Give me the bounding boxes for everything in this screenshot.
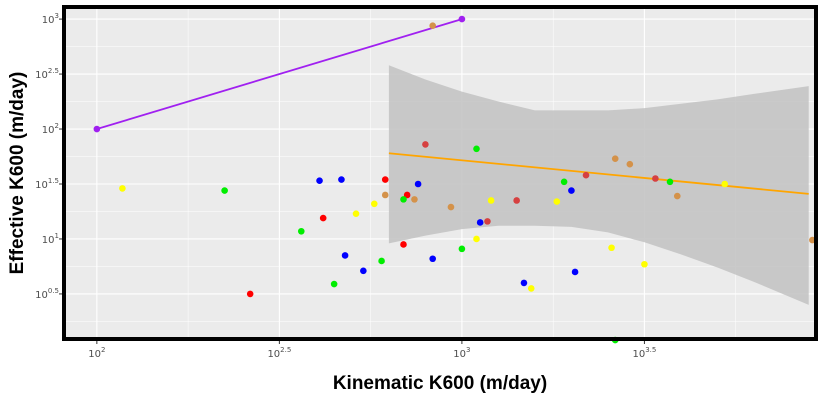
data-point [809, 236, 816, 244]
data-point [411, 196, 418, 203]
x-tick-label-exponent: 2.5 [280, 346, 291, 354]
data-point [422, 141, 429, 148]
y-tick-label-base: 10 [42, 235, 55, 246]
x-tick-label-base: 10 [632, 349, 645, 360]
fit-confidence-ribbon [388, 65, 809, 305]
data-point [429, 255, 436, 263]
confidence-band [388, 65, 809, 305]
data-point [403, 191, 411, 199]
data-point [641, 260, 648, 268]
x-axis-title: Kinematic K600 (m/day) [333, 373, 547, 394]
data-point [473, 145, 480, 153]
x-tick-label: 103 [453, 346, 470, 360]
data-point [458, 245, 466, 253]
y-tick-label-base: 10 [42, 125, 55, 136]
data-point [484, 218, 491, 225]
x-tick-label: 102.5 [267, 346, 291, 360]
data-point [330, 280, 338, 288]
data-point [666, 178, 674, 186]
data-point [352, 210, 360, 217]
y-tick-label-base: 10 [35, 290, 48, 301]
y-tick-label: 102 [42, 122, 59, 136]
data-point [458, 15, 466, 23]
y-tick-label-exponent: 3 [55, 12, 59, 20]
one-to-one-line [96, 18, 463, 130]
y-tick-label-exponent: 2 [55, 122, 59, 130]
y-tick-label: 101.5 [35, 177, 59, 191]
data-point [513, 197, 520, 204]
data-point [560, 178, 568, 186]
data-point [652, 175, 659, 182]
data-point [297, 227, 305, 235]
data-point [381, 191, 389, 199]
x-tick-label-exponent: 3.5 [645, 346, 656, 354]
data-point [316, 177, 323, 184]
y-tick-label-base: 10 [35, 70, 48, 81]
y-tick-label-exponent: 1 [55, 232, 59, 240]
data-point [93, 125, 101, 133]
x-tick-label: 103.5 [632, 346, 656, 360]
data-point [378, 257, 385, 265]
data-point [414, 180, 422, 188]
plot-frame [62, 5, 818, 341]
data-point [381, 176, 389, 183]
y-tick-label: 101 [42, 232, 59, 246]
data-point [476, 219, 484, 226]
y-tick-label-exponent: 2.5 [48, 67, 59, 75]
data-point [447, 203, 455, 211]
data-point [626, 160, 634, 168]
y-tick-label-exponent: 0.5 [48, 287, 59, 295]
data-point [319, 214, 327, 222]
y-tick-label: 100.5 [35, 287, 59, 301]
data-point [360, 267, 367, 275]
data-point [429, 22, 436, 29]
y-axis-title: Effective K600 (m/day) [7, 72, 28, 275]
data-point [571, 268, 579, 276]
data-point [568, 187, 575, 194]
x-tick-label-exponent: 3 [466, 346, 470, 354]
data-point [341, 252, 349, 259]
data-point [400, 241, 407, 248]
y-tick-label-base: 10 [42, 15, 55, 26]
data-point [520, 279, 528, 287]
x-tick-label: 102 [88, 346, 105, 360]
y-tick-label-exponent: 1.5 [48, 177, 59, 185]
data-point [221, 187, 228, 194]
data-point [246, 290, 254, 298]
data-point [487, 197, 495, 204]
fit-line [388, 152, 809, 195]
data-point [400, 196, 407, 203]
data-point [473, 235, 480, 243]
y-tick-label-base: 10 [35, 180, 48, 191]
x-tick-label-base: 10 [453, 349, 466, 360]
data-point [119, 185, 126, 192]
data-point [673, 192, 681, 200]
data-point [553, 198, 561, 205]
data-point [582, 171, 590, 179]
x-tick-label-base: 10 [267, 349, 280, 360]
data-point [338, 176, 345, 183]
y-tick-label: 103 [42, 12, 59, 26]
data-point [527, 285, 535, 292]
lines [96, 18, 809, 195]
data-point [608, 244, 615, 252]
data-point [611, 155, 619, 163]
data-point [370, 200, 378, 208]
data-points [93, 15, 816, 344]
x-tick-label-base: 10 [88, 349, 101, 360]
x-tick-label-exponent: 2 [101, 346, 105, 354]
y-tick-label: 102.5 [35, 67, 59, 81]
data-point [721, 180, 729, 188]
x-axis-ticks: 102 102.5 103 103.5 [88, 341, 656, 360]
